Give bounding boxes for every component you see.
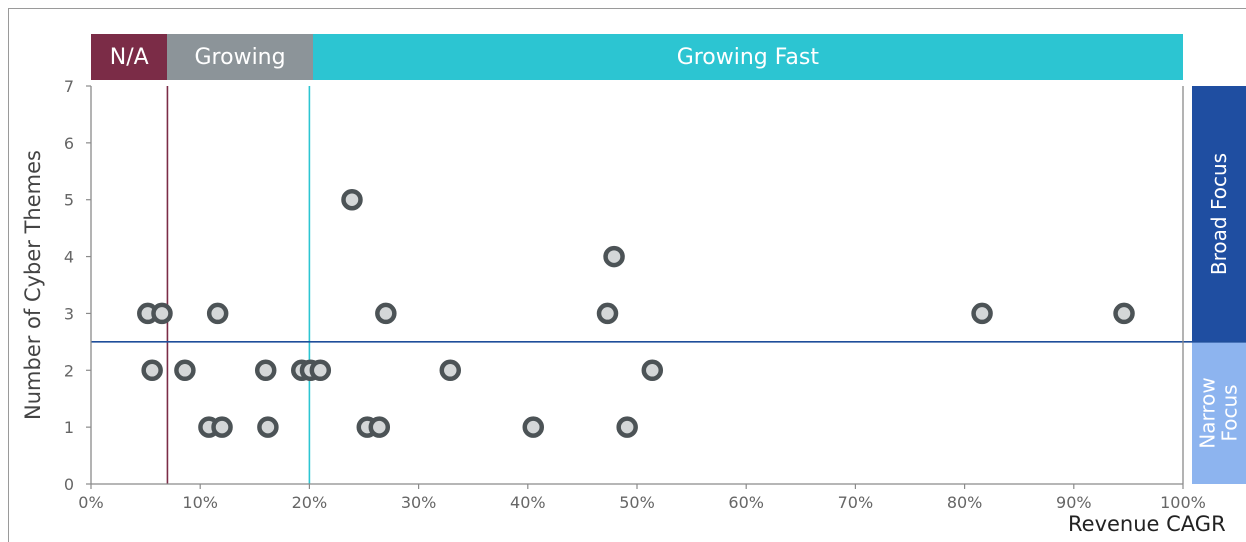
data-point (596, 302, 619, 325)
data-point (151, 302, 173, 325)
data-point (616, 416, 638, 438)
data-point (375, 302, 397, 325)
y-tick-label: 1 (64, 418, 74, 437)
chart-frame (8, 8, 1246, 542)
data-point (341, 188, 363, 211)
x-tick-label: 80% (947, 493, 983, 512)
growth-band: Growing (167, 34, 313, 80)
data-point (206, 302, 229, 325)
x-tick-label: 0% (78, 493, 103, 512)
x-tick-label: 60% (728, 493, 764, 512)
data-point (368, 416, 391, 438)
growth-band: N/A (91, 34, 168, 80)
y-tick-label: 3 (64, 304, 74, 323)
y-tick-label: 5 (64, 191, 74, 210)
y-tick-label: 0 (64, 475, 74, 494)
data-point (257, 416, 279, 438)
data-point (971, 302, 993, 325)
x-tick-label: 50% (619, 493, 655, 512)
x-tick-label: 100% (1160, 493, 1206, 512)
data-point (603, 245, 625, 268)
data-point (174, 359, 196, 382)
x-tick-label: 70% (838, 493, 874, 512)
data-point (641, 359, 664, 382)
data-point (1113, 302, 1135, 325)
y-axis-label: Number of Cyber Themes (21, 150, 45, 420)
x-tick-label: 90% (1056, 493, 1092, 512)
x-tick-label: 20% (292, 493, 328, 512)
y-tick-label: 4 (64, 248, 74, 267)
x-axis-label: Revenue CAGR (1068, 512, 1226, 536)
y-tick-label: 2 (64, 361, 74, 380)
growth-band: Growing Fast (312, 34, 1183, 80)
data-points (137, 188, 1135, 438)
focus-band: Narrow Focus (1192, 341, 1246, 484)
reference-lines (91, 86, 1246, 484)
focus-band: Broad Focus (1192, 86, 1246, 342)
y-tick-label: 7 (64, 77, 74, 96)
data-point (211, 416, 233, 438)
data-point (439, 359, 462, 382)
data-point (522, 416, 545, 438)
x-tick-label: 10% (182, 493, 218, 512)
x-tick-label: 40% (510, 493, 546, 512)
data-point (254, 359, 277, 382)
y-tick-label: 6 (64, 134, 74, 153)
x-tick-label: 30% (401, 493, 437, 512)
data-point (309, 359, 332, 382)
data-point (141, 359, 163, 382)
